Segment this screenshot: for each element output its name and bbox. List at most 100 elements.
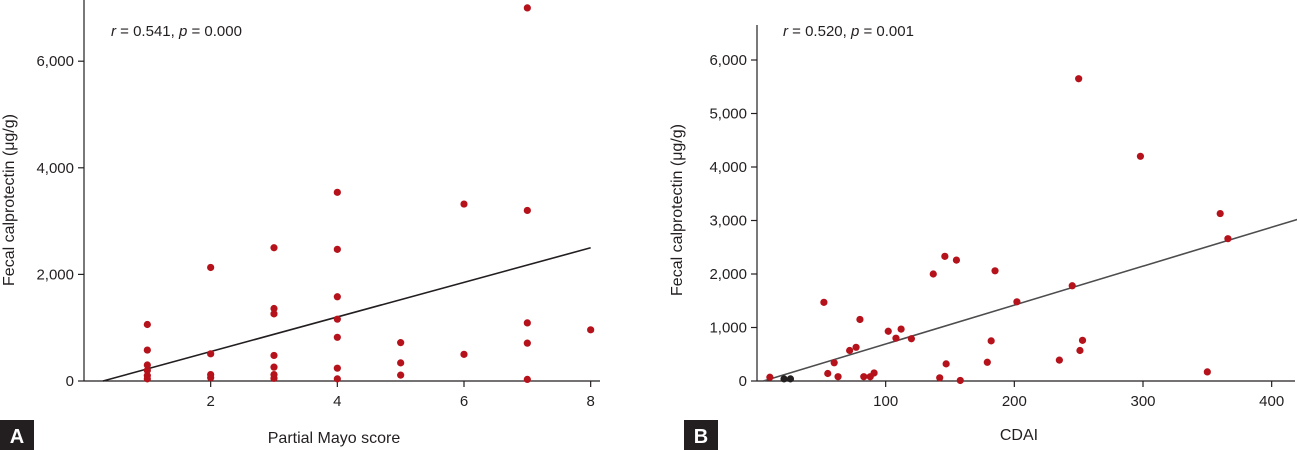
panel-b-x-axis-title: CDAI <box>1000 427 1038 444</box>
panel-a-y-axis-title: Fecal calprotectin (μg/g) <box>1 114 18 286</box>
panel-a-correlation-stat: r = 0.541, p = 0.000 <box>111 23 242 40</box>
panel-b-points <box>766 75 1232 385</box>
panel-a-data-point <box>523 206 531 215</box>
panel-a-y-tick-label: 6,000 <box>36 53 74 70</box>
panel-a-x-axis-title: Partial Mayo score <box>268 430 401 447</box>
panel-b-y-tick-label: 3,000 <box>709 213 747 230</box>
panel-a-data-point <box>270 244 278 252</box>
panel-b-data-point <box>820 298 828 306</box>
panel-a-data-point <box>397 371 405 379</box>
panel-a-data-point <box>207 263 215 272</box>
panel-b-data-point <box>942 360 950 368</box>
panel-b-data-point <box>1203 368 1211 376</box>
panel-b-letter-badge <box>684 420 718 450</box>
panel-b: 0 1,000 2,000 3,000 4,000 5,000 6,000 100 200 30… <box>669 23 1297 450</box>
panel-a-data-point <box>460 200 468 208</box>
panel-b-y-tick-label: 5,000 <box>709 106 747 123</box>
panel-a-y-tick-label: 2,000 <box>36 266 74 283</box>
panel-a-data-point <box>270 351 278 360</box>
panel-a-y-tick-label: 4,000 <box>36 160 74 177</box>
panel-b-data-point <box>892 334 900 342</box>
panel-b-y-tick-labels: 0 1,000 2,000 3,000 4,000 5,000 6,000 <box>709 52 747 390</box>
panel-a-x-tick-labels: 2 4 6 8 <box>206 393 594 410</box>
panel-a-data-point <box>270 310 278 318</box>
panel-b-data-point <box>1224 235 1232 243</box>
panel-a-data-point <box>270 304 278 313</box>
panel-b-data-point <box>1055 356 1063 364</box>
panel-b-data-point <box>846 346 854 355</box>
panel-a-data-point <box>207 350 215 358</box>
panel-a-data-point <box>523 375 531 384</box>
panel-b-data-point <box>1076 346 1084 355</box>
panel-b-data-point <box>780 375 788 383</box>
panel-a-data-point <box>397 359 405 367</box>
panel-b-data-point <box>786 375 795 383</box>
panel-a-x-tick-label: 8 <box>586 393 594 410</box>
panel-a-x-tick-label: 4 <box>333 393 341 410</box>
panel-a-data-point <box>143 375 151 383</box>
panel-b-data-point <box>1136 152 1145 160</box>
panel-a-x-tick-label: 6 <box>460 393 468 410</box>
panel-b-data-point <box>766 373 774 381</box>
panel-a-data-point <box>270 363 278 371</box>
panel-b-x-tick-label: 200 <box>1002 393 1027 410</box>
panel-b-trendline <box>763 218 1297 382</box>
panel-b-letter: B <box>694 426 708 448</box>
panel-a-data-point <box>333 333 341 341</box>
panel-b-y-tick-label: 6,000 <box>709 52 747 69</box>
panel-b-y-axis-title: Fecal calprotectin (μg/g) <box>669 124 686 296</box>
panel-a-data-point <box>333 245 341 253</box>
panel-b-x-tick-label: 100 <box>873 393 898 410</box>
panel-a-y-tick-labels: 0 2,000 4,000 6,000 <box>36 53 74 390</box>
panel-b-data-point <box>987 337 995 345</box>
panel-a-data-point <box>523 339 531 347</box>
panel-b-x-tick-label: 400 <box>1259 393 1284 410</box>
panel-b-data-point <box>856 315 864 324</box>
panel-b-data-point <box>1075 75 1083 83</box>
panel-a-y-tick-label: 0 <box>66 373 74 390</box>
panel-b-x-tick-label: 300 <box>1130 393 1155 410</box>
panel-b-data-point <box>952 256 961 264</box>
panel-b-data-point <box>1216 209 1224 218</box>
panel-b-correlation-stat: r = 0.520, p = 0.001 <box>783 23 914 40</box>
panel-b-data-point <box>897 325 905 333</box>
panel-a-letter: A <box>10 426 24 448</box>
panel-b-data-point <box>884 327 892 335</box>
panel-a-data-point <box>333 375 341 383</box>
panel-a-x-tick-label: 2 <box>206 393 214 410</box>
panel-b-data-point <box>941 252 949 260</box>
panel-a-data-point <box>587 326 595 334</box>
panel-b-x-tick-labels: 100 200 300 400 <box>873 393 1284 410</box>
panel-a-data-point <box>523 4 531 12</box>
panel-b-data-point <box>834 373 842 381</box>
panel-b-data-point <box>824 369 832 378</box>
panel-a-data-point <box>143 361 151 369</box>
panel-a-data-point <box>460 350 468 358</box>
panel-b-data-point <box>1068 282 1076 290</box>
panel-b-data-point <box>936 374 944 382</box>
panel-b-data-point <box>983 358 991 366</box>
panel-a-data-point <box>207 374 215 382</box>
panel-a-data-point <box>333 315 341 323</box>
panel-b-data-point <box>1013 298 1021 306</box>
panel-b-y-tick-label: 2,000 <box>709 266 747 283</box>
panel-a-data-point <box>333 293 341 301</box>
panel-b-data-point <box>852 343 860 351</box>
panel-b-y-tick-label: 0 <box>739 373 747 390</box>
panel-b-data-point <box>956 376 964 385</box>
panel-a-data-point <box>397 339 405 347</box>
panel-a-data-point <box>270 374 278 382</box>
panel-a-data-point <box>333 364 341 372</box>
panel-b-data-point <box>929 270 937 278</box>
panel-a-trendline <box>102 246 591 382</box>
panel-b-y-tick-label: 1,000 <box>709 320 747 337</box>
panel-a-data-point <box>143 320 151 329</box>
panel-b-data-point <box>860 373 868 381</box>
panel-b-data-point <box>991 267 999 275</box>
panel-a-letter-badge <box>0 420 34 450</box>
panel-a-data-point <box>143 366 151 374</box>
panel-b-data-point <box>830 359 838 367</box>
panel-b-data-point <box>907 335 916 343</box>
panel-a-data-point <box>333 188 341 196</box>
